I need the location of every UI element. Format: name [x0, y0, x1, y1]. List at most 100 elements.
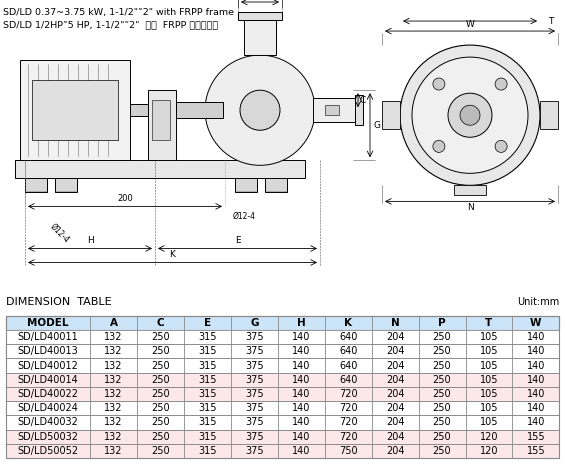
Circle shape — [240, 90, 280, 130]
Circle shape — [433, 78, 445, 90]
Text: 140: 140 — [527, 361, 545, 370]
Text: 204: 204 — [386, 346, 405, 356]
Text: 140: 140 — [292, 432, 310, 442]
Text: Ø12-4: Ø12-4 — [233, 212, 256, 220]
Bar — [265, 178, 287, 192]
Text: 140: 140 — [292, 446, 310, 456]
Text: 250: 250 — [151, 432, 170, 442]
Bar — [6, 430, 559, 444]
Circle shape — [400, 45, 540, 185]
Text: 204: 204 — [386, 361, 405, 370]
Text: 132: 132 — [105, 446, 123, 456]
Text: SD/LD40024: SD/LD40024 — [18, 403, 79, 413]
Text: 105: 105 — [480, 361, 498, 370]
Bar — [32, 80, 118, 140]
Circle shape — [205, 55, 315, 165]
Text: 250: 250 — [433, 389, 451, 399]
Text: E: E — [234, 236, 240, 246]
Text: 315: 315 — [198, 332, 216, 342]
Bar — [313, 98, 355, 122]
Text: N: N — [391, 318, 399, 328]
Bar — [6, 373, 559, 387]
Bar — [355, 95, 363, 125]
Text: SD/LD40022: SD/LD40022 — [18, 389, 79, 399]
Text: 250: 250 — [151, 389, 170, 399]
Bar — [6, 444, 559, 458]
Text: 375: 375 — [245, 432, 264, 442]
Text: SD/LD40012: SD/LD40012 — [18, 361, 79, 370]
Bar — [6, 358, 559, 373]
Bar — [540, 101, 558, 129]
Text: 375: 375 — [245, 418, 264, 427]
Text: 140: 140 — [527, 375, 545, 385]
Text: 250: 250 — [151, 418, 170, 427]
Text: W: W — [466, 20, 475, 29]
Text: 204: 204 — [386, 375, 405, 385]
Text: 720: 720 — [339, 389, 358, 399]
Text: 375: 375 — [245, 361, 264, 370]
Text: 155: 155 — [527, 446, 545, 456]
Text: 140: 140 — [292, 361, 310, 370]
Bar — [238, 12, 282, 20]
Text: P: P — [438, 318, 446, 328]
Text: 132: 132 — [105, 403, 123, 413]
Text: 315: 315 — [198, 432, 216, 442]
Bar — [244, 20, 276, 55]
Text: 120: 120 — [480, 432, 498, 442]
Text: 155: 155 — [527, 432, 545, 442]
Text: 140: 140 — [292, 389, 310, 399]
Circle shape — [495, 78, 507, 90]
Text: 720: 720 — [339, 432, 358, 442]
Text: 200: 200 — [117, 194, 133, 203]
Text: 140: 140 — [292, 346, 310, 356]
Text: 750: 750 — [339, 446, 358, 456]
Text: 140: 140 — [292, 418, 310, 427]
Circle shape — [433, 140, 445, 152]
Text: SD/LD50032: SD/LD50032 — [18, 432, 79, 442]
Text: 250: 250 — [433, 332, 451, 342]
Text: 105: 105 — [480, 375, 498, 385]
Text: 315: 315 — [198, 403, 216, 413]
Text: 640: 640 — [339, 346, 358, 356]
Text: T: T — [548, 16, 553, 26]
Text: 640: 640 — [339, 361, 358, 370]
Text: H: H — [297, 318, 306, 328]
Bar — [148, 90, 176, 171]
Text: 204: 204 — [386, 418, 405, 427]
Text: 720: 720 — [339, 403, 358, 413]
Text: 250: 250 — [151, 361, 170, 370]
Text: 315: 315 — [198, 361, 216, 370]
Text: 375: 375 — [245, 332, 264, 342]
Text: 105: 105 — [480, 346, 498, 356]
Text: A: A — [110, 318, 118, 328]
Text: 204: 204 — [386, 432, 405, 442]
Bar — [130, 104, 148, 116]
Text: W: W — [530, 318, 542, 328]
Text: 250: 250 — [151, 403, 170, 413]
Bar — [6, 387, 559, 401]
Bar — [20, 60, 130, 160]
Bar — [55, 178, 77, 192]
Text: 105: 105 — [480, 403, 498, 413]
Circle shape — [412, 57, 528, 173]
Text: C: C — [157, 318, 164, 328]
Text: K: K — [344, 318, 352, 328]
Bar — [382, 101, 400, 129]
Text: 375: 375 — [245, 389, 264, 399]
Text: 132: 132 — [105, 375, 123, 385]
Text: 132: 132 — [105, 346, 123, 356]
Text: 140: 140 — [527, 332, 545, 342]
Text: 132: 132 — [105, 332, 123, 342]
Bar — [6, 316, 559, 330]
Bar — [25, 178, 47, 192]
Text: 140: 140 — [527, 346, 545, 356]
Text: 720: 720 — [339, 418, 358, 427]
Text: MODEL: MODEL — [27, 318, 68, 328]
Text: C: C — [360, 96, 366, 105]
Text: 375: 375 — [245, 346, 264, 356]
Text: 250: 250 — [433, 418, 451, 427]
Text: 204: 204 — [386, 332, 405, 342]
Text: K: K — [170, 251, 176, 260]
Text: E: E — [204, 318, 211, 328]
Text: SD/LD50052: SD/LD50052 — [18, 446, 79, 456]
